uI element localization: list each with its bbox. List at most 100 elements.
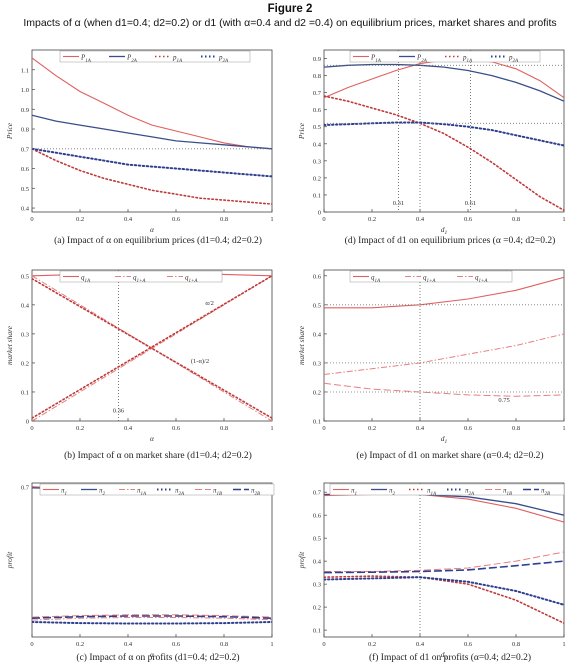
legend-label: π2A: [175, 487, 185, 498]
y-tick-label: 0.6: [313, 273, 322, 280]
y-tick-label: 0.5: [21, 273, 29, 280]
panel-caption: (b) Impact of α on market share (d1=0.4;…: [64, 450, 252, 461]
legend-label: q1+A: [475, 274, 488, 285]
y-tick-label: 0.3: [21, 331, 29, 338]
x-tick-label: 0.4: [416, 641, 425, 648]
x-tick-label: 0.8: [220, 641, 228, 648]
plot-frame: [31, 49, 273, 213]
x-tick-label: 0.4: [416, 425, 425, 432]
y-axis-label: market share: [297, 325, 306, 365]
x-axis-label: d1: [441, 650, 448, 661]
x-tick-label: 1: [270, 425, 273, 432]
series-line-π2B: [32, 615, 272, 619]
legend-label: p2A: [508, 54, 519, 65]
plot-area: [324, 483, 564, 637]
series-line-π1A: [324, 575, 564, 625]
x-tick-label: 0.6: [464, 425, 473, 432]
x-tick-label: 0.4: [124, 216, 133, 223]
y-tick-label: 0.6: [313, 107, 322, 114]
series-line-q1+A: [324, 333, 564, 375]
y-tick-label: 0.3: [313, 582, 321, 589]
x-tick-label: 0.4: [416, 216, 425, 223]
legend-label: q1A: [81, 274, 91, 285]
series-line-π2A: [32, 621, 272, 625]
y-tick-label: 0.2: [313, 389, 321, 396]
x-tick-label: 0.8: [220, 425, 228, 432]
x-tick-label: 0: [30, 641, 33, 648]
chart-panel-c: 0 0.2 0.4 0.6 0.8 1 0.7 α profit π1 π2 π1A π2A π1B π2B: [5, 482, 275, 659]
y-tick-label: 0.7: [313, 490, 322, 497]
annotation: 0.61: [465, 200, 476, 207]
y-tick-label: 0: [318, 210, 321, 217]
figure-title: Figure 2: [267, 3, 313, 15]
y-tick-label: 0.4: [21, 302, 30, 309]
x-tick-label: 0.6: [172, 425, 181, 432]
y-tick-label: 0.1: [313, 628, 321, 635]
legend-label: p1A: [172, 54, 183, 65]
y-tick-label: 0.5: [313, 124, 321, 131]
plot-frame: [31, 269, 273, 422]
x-axis-label: d1: [441, 225, 448, 236]
chart-panel-f: 0 0.2 0.4 0.6 0.8 1 0.1 0.2 0.3 0.4 0.5 0.6 0.7 d1 pro…: [297, 482, 566, 661]
y-tick-label: 0.2: [313, 175, 321, 182]
annotation: α/2: [205, 300, 213, 307]
series-line-P2A: [32, 114, 272, 150]
x-tick-label: 0: [322, 641, 325, 648]
x-tick-label: 0.8: [512, 425, 520, 432]
series-line-p1A: [32, 148, 272, 205]
legend-label: π2B: [251, 487, 260, 498]
y-tick-label: 0.3: [313, 360, 321, 367]
x-tick-label: 0: [322, 425, 325, 432]
x-tick-label: 0.4: [124, 641, 133, 648]
x-tick-label: 0.2: [368, 216, 376, 223]
y-tick-label: 0.5: [313, 302, 321, 309]
y-tick-label: 0.5: [313, 536, 321, 543]
x-axis-label: d1: [441, 434, 448, 445]
legend-label: q1+A: [133, 274, 146, 285]
series-line-q1+A: [324, 382, 564, 397]
y-tick-label: 0.7: [313, 90, 322, 97]
x-tick-label: 0.8: [512, 216, 520, 223]
x-tick-label: 1: [270, 216, 273, 223]
y-tick-label: 0.4: [313, 141, 322, 148]
series-line-P1A: [32, 57, 272, 150]
x-tick-label: 0: [30, 425, 33, 432]
legend-label: p1A: [462, 54, 473, 65]
series-line-p2A: [32, 147, 272, 178]
x-tick-label: 0.6: [172, 216, 181, 223]
x-axis-label: α: [150, 650, 155, 659]
legend-label: π1: [61, 487, 67, 498]
series-line-π1: [324, 493, 564, 523]
annotation: (1-α)/2: [191, 358, 209, 365]
x-tick-label: 0.6: [464, 216, 473, 223]
x-tick-label: 0.8: [220, 216, 228, 223]
x-tick-label: 0.2: [368, 425, 376, 432]
x-tick-label: 0.4: [124, 425, 133, 432]
series-line-q1+A: [32, 275, 272, 421]
series-line-q1+A: [32, 274, 272, 419]
y-tick-label: 0.1: [313, 419, 321, 426]
figure-subtitle: Impacts of α (when d1=0.4; d2=0.2) or d1…: [23, 17, 557, 29]
y-tick-label: 0.6: [21, 166, 30, 173]
legend-label: π1B: [503, 487, 512, 498]
x-axis-label: α: [150, 225, 155, 234]
y-axis-label: profit: [297, 551, 306, 569]
annotation: 0.75: [498, 397, 509, 404]
x-tick-label: 0.2: [368, 641, 376, 648]
y-tick-label: 0.9: [313, 56, 321, 63]
legend-label: P2A: [126, 54, 138, 65]
series-line-p1A: [324, 95, 564, 212]
chart-panel-b: 0 0.2 0.4 0.6 0.8 1 0 0.1 0.2 0.3 0.4 0.5 α market sh…: [5, 269, 274, 443]
y-axis-label: market share: [5, 325, 14, 365]
x-tick-label: 0.2: [76, 641, 84, 648]
y-tick-label: 0.7: [21, 484, 30, 491]
x-tick-label: 1: [562, 641, 565, 648]
legend-label: P2A: [416, 54, 428, 65]
chart-panel-d: 0 0.2 0.4 0.6 0.8 1 0 0.1 0.2 0.3 0.4 0.5 0.6 0.7 0.8 0…: [297, 49, 566, 236]
series-line-π1A: [32, 617, 272, 621]
y-tick-label: 0.2: [313, 605, 321, 612]
legend-label: π1A: [427, 487, 437, 498]
chart-panel-a: 0 0.2 0.4 0.6 0.8 1 0.4 0.5 0.6 0.7 0.8 0.9 1.0 1.1 α P…: [5, 49, 274, 234]
panel-caption: (a) Impact of α on equilibrium prices (d…: [54, 235, 262, 246]
